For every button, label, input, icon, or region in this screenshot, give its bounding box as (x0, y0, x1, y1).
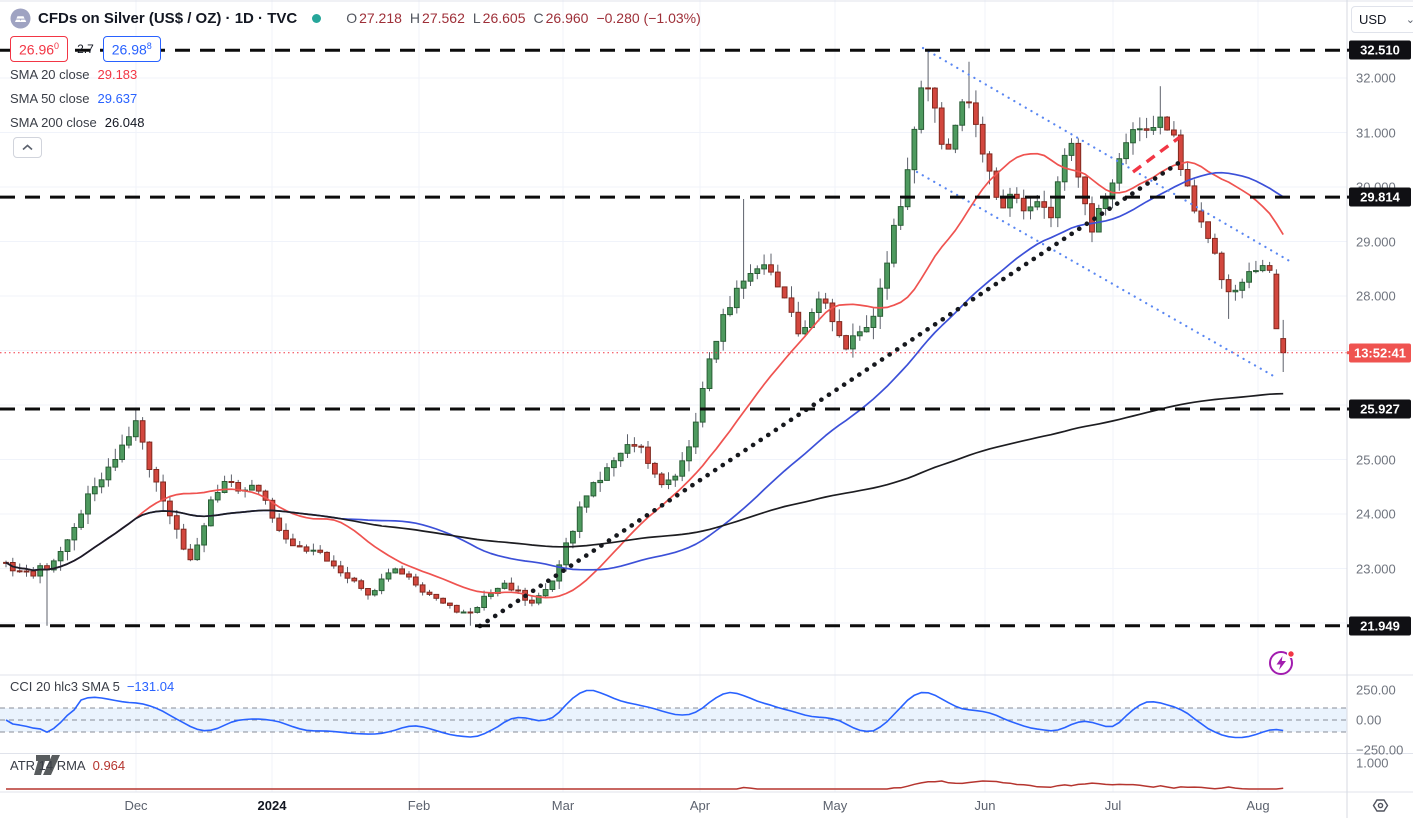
atr-tick: 1.000 (1356, 755, 1389, 771)
price-tick: 29.000 (1356, 234, 1396, 249)
indicator-legend-row[interactable]: SMA 50 close 29.637 (10, 88, 144, 109)
countdown-tag: 13:52:41 (1349, 343, 1411, 363)
price-level-tag: 32.510 (1349, 40, 1411, 60)
chevron-up-icon (22, 144, 33, 151)
price-tick: 32.000 (1356, 70, 1396, 86)
spread-value: 2.7 (77, 41, 94, 56)
atr-legend-value: 0.964 (92, 758, 126, 773)
price-tick: 24.000 (1356, 506, 1396, 522)
open-label: O (346, 10, 358, 26)
price-scale-settings-button[interactable] (1347, 792, 1413, 818)
tradingview-watermark-logo (34, 755, 60, 775)
time-tick: May (822, 798, 848, 813)
ohlc-values: O 27.218 H 27.562 L 26.605 C 26.960 −0.280 (… (346, 10, 701, 26)
currency-selector-button[interactable]: USD ⌄ (1351, 6, 1413, 33)
buy-ask-button[interactable]: 26.988 (102, 36, 161, 62)
price-level-tag: 29.814 (1349, 187, 1411, 207)
currency-label: USD (1359, 12, 1387, 27)
indicator-value: 26.048 (104, 115, 145, 130)
quote-row: 26.960 2.7 26.988 (10, 36, 161, 62)
high-value: 27.562 (422, 10, 465, 26)
low-value: 26.605 (482, 10, 526, 26)
price-tick: 31.000 (1356, 125, 1396, 140)
gear-icon (1372, 798, 1388, 812)
indicator-legend: SMA 20 close 29.183 SMA 50 close 29.637 SMA … (10, 64, 144, 133)
price-tick: 28.000 (1356, 288, 1396, 304)
price-tick: 25.000 (1356, 452, 1396, 467)
sell-bid-button[interactable]: 26.960 (10, 36, 69, 62)
time-tick: Apr (689, 798, 711, 813)
atr-legend[interactable]: ATR 14 RMA 0.964 (10, 758, 125, 773)
time-tick: Jul (1104, 798, 1122, 813)
indicator-label: SMA 200 close (10, 115, 97, 130)
price-tick: 23.000 (1356, 561, 1396, 576)
indicator-legend-row[interactable]: SMA 20 close 29.183 (10, 64, 144, 85)
time-axis[interactable]: Dec 2024 Feb Mar Apr May Jun Jul Aug (0, 792, 1347, 818)
symbol-title[interactable]: CFDs on Silver (US$ / OZ) · 1D · TVC (38, 9, 298, 27)
time-tick: Feb (407, 798, 431, 813)
time-tick: Jun (974, 798, 996, 813)
low-label: L (472, 10, 481, 26)
change-value: −0.280 (−1.03%) (596, 10, 701, 26)
indicator-value: 29.637 (97, 91, 138, 106)
cci-legend-value: −131.04 (126, 679, 175, 694)
collapse-legend-button[interactable] (13, 137, 42, 158)
cci-legend-label: CCI 20 hlc3 SMA 5 (10, 679, 120, 694)
chart-header: CFDs on Silver (US$ / OZ) · 1D · TVC O 27… (10, 7, 701, 29)
symbol-logo-icon (10, 8, 31, 28)
time-tick: 2024 (257, 798, 287, 813)
price-level-tag: 25.927 (1349, 399, 1411, 419)
open-value: 27.218 (359, 10, 402, 26)
time-tick: Aug (1246, 798, 1270, 813)
high-label: H (409, 10, 421, 26)
atr-legend-label: ATR 14 RMA (10, 758, 86, 773)
cci-tick: 250.00 (1356, 682, 1396, 698)
chevron-down-icon: ⌄ (1405, 13, 1413, 26)
price-level-tag: 21.949 (1349, 616, 1411, 636)
close-value: 26.960 (545, 10, 589, 26)
cci-tick: −250.00 (1356, 742, 1404, 758)
cci-legend[interactable]: CCI 20 hlc3 SMA 5 −131.04 (10, 679, 174, 694)
time-tick: Dec (124, 798, 148, 813)
indicator-label: SMA 20 close (10, 67, 90, 82)
market-status-dot[interactable] (312, 13, 322, 23)
indicator-label: SMA 50 close (10, 91, 90, 106)
price-axis[interactable]: USD ⌄ 32.00031.00030.00029.00028.00025.0… (1347, 0, 1413, 792)
cci-tick: 0.00 (1356, 712, 1382, 728)
indicator-legend-row[interactable]: SMA 200 close 26.048 (10, 112, 144, 133)
close-label: C (533, 10, 544, 26)
indicator-value: 29.183 (97, 67, 138, 82)
flash-events-icon[interactable] (1266, 648, 1298, 678)
time-tick: Mar (551, 798, 575, 813)
